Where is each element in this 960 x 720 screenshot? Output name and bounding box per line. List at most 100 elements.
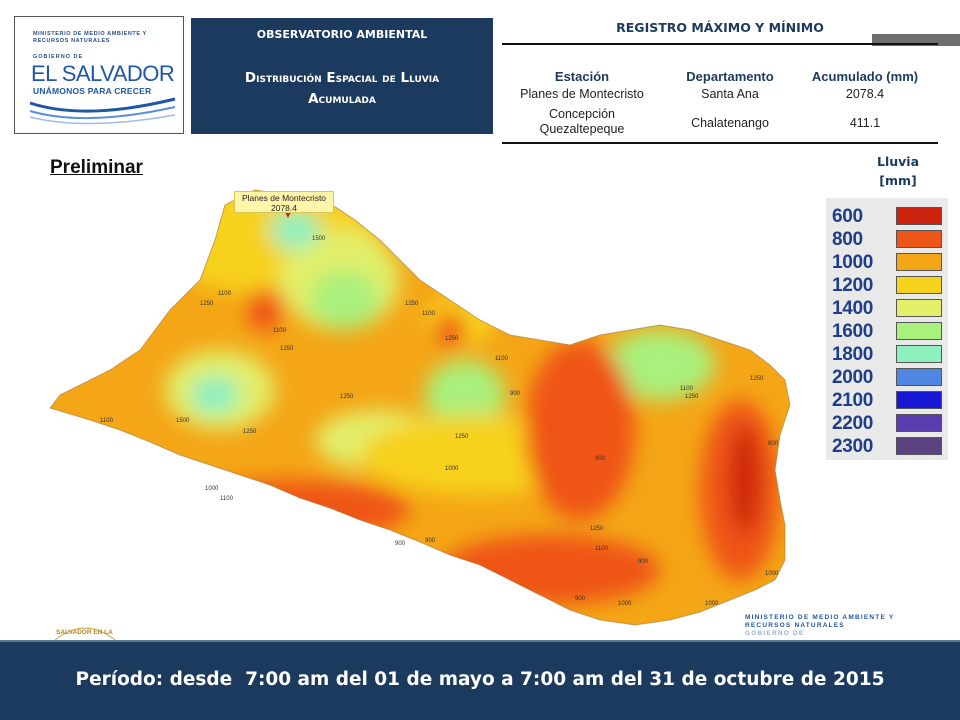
contour-label: 900 <box>510 391 521 397</box>
legend-item: 2300 <box>826 434 948 457</box>
title-panel: OBSERVATORIO AMBIENTAL Distribución Espa… <box>191 18 493 134</box>
legend-item: 1600 <box>826 319 948 342</box>
logo-country-text: EL SALVADOR <box>31 61 175 86</box>
legend-item-swatch <box>896 299 942 317</box>
contour-label: 900 <box>425 538 436 544</box>
logo-slogan-text: UNÁMONOS PARA CRECER <box>33 86 152 96</box>
contour-label: 900 <box>595 456 606 462</box>
contour-label: 800 <box>768 441 779 447</box>
legend-item: 2000 <box>826 365 948 388</box>
contour-label: 900 <box>575 596 586 602</box>
contour-label: 1100 <box>100 418 114 424</box>
observatory-label: OBSERVATORIO AMBIENTAL <box>256 28 428 41</box>
legend-item-swatch <box>896 322 942 340</box>
logo-ministry-text: MINISTERIO DE MEDIO AMBIENTE Y RECURSOS … <box>33 31 147 44</box>
contour-label: 1250 <box>590 526 604 532</box>
zone-1800-west <box>190 375 240 415</box>
legend-item: 1000 <box>826 250 948 273</box>
contour-label: 1000 <box>445 466 459 472</box>
contour-label: 1250 <box>200 301 214 307</box>
callout-station-name: Planes de Montecristo <box>241 193 327 203</box>
zone-600-east <box>730 425 760 535</box>
zone-1600-east <box>605 330 715 400</box>
contour-label: 1250 <box>455 434 469 440</box>
legend-item-label: 1600 <box>832 321 874 342</box>
legend-item: 2100 <box>826 388 948 411</box>
legend-item-swatch <box>896 207 942 225</box>
legend-item-swatch <box>896 276 942 294</box>
column-header-station: Estación <box>554 69 610 84</box>
legend-item-label: 2300 <box>832 436 874 457</box>
contour-label: 1250 <box>243 429 257 435</box>
legend-item: 1800 <box>826 342 948 365</box>
contour-label: 1100 <box>495 356 509 362</box>
legend-item-label: 1400 <box>832 298 874 319</box>
period-banner: Período: desde 7:00 am del 01 de mayo a … <box>0 640 960 720</box>
footer-gobierno-text: GOBIERNO DE <box>745 630 805 637</box>
table-rule-bottom <box>502 142 938 144</box>
contour-label: 1100 <box>422 311 436 317</box>
legend-item-label: 2100 <box>832 390 874 411</box>
rainfall-legend: 600 800 1000 1200 1400 1600 1800 2000 2100 2200 23… <box>826 198 948 460</box>
contour-label: 1250 <box>685 394 699 400</box>
contour-label: 1250 <box>445 336 459 342</box>
contour-label: 1000 <box>618 601 632 607</box>
contour-label: 1100 <box>680 386 694 392</box>
table-cell-department-min: Chalatenango <box>691 116 769 130</box>
zone-1600-north <box>310 270 380 330</box>
emblem-icon: SALVADOR EN LA <box>54 627 116 641</box>
logo-gobierno-text: GOBIERNO DE <box>33 54 84 60</box>
table-cell-value-max: 2078.4 <box>845 87 885 101</box>
legend-item-swatch <box>896 437 942 455</box>
emblem-text: SALVADOR EN LA <box>56 629 113 636</box>
zone-800-central-east <box>525 340 635 520</box>
footer-ministry-logo: MINISTERIO DE MEDIO AMBIENTE Y RECURSOS … <box>745 614 925 638</box>
contour-label: 1000 <box>705 601 719 607</box>
contour-label: 1100 <box>218 291 232 297</box>
legend-item-swatch <box>896 230 942 248</box>
contour-label: 900 <box>638 559 649 565</box>
legend-item: 1200 <box>826 273 948 296</box>
legend-item-swatch <box>896 368 942 386</box>
table-cell-station-min: Concepción Quezaltepeque <box>539 107 625 136</box>
zone-800-north-pocket <box>247 288 283 332</box>
contour-label: 1100 <box>595 546 609 552</box>
contour-label: 1250 <box>750 376 764 382</box>
callout-station-value: 2078.4 <box>271 203 297 213</box>
zone-1800-montecristo <box>270 210 320 250</box>
legend-item-label: 2200 <box>832 413 874 434</box>
column-header-accumulated: Acumulado (mm) <box>811 69 919 84</box>
preliminary-label: Preliminar <box>50 157 143 178</box>
contour-label: 1000 <box>205 486 219 492</box>
table-cell-department-max: Santa Ana <box>701 87 759 101</box>
zone-1600-center <box>425 360 505 430</box>
legend-item-label: 600 <box>832 206 863 227</box>
legend-title-line2: [mm] <box>879 173 917 188</box>
legend-title: Lluvia [mm] <box>868 152 928 190</box>
contour-label: 900 <box>395 541 406 547</box>
footer-ministry-text: MINISTERIO DE MEDIO AMBIENTE Y RECURSOS … <box>745 614 895 629</box>
record-table-title: REGISTRO MÁXIMO Y MÍNIMO <box>616 20 824 35</box>
legend-item-label: 800 <box>832 229 863 250</box>
page-title: Distribución Espacial de Lluvia Acumulad… <box>244 70 440 107</box>
legend-item-swatch <box>896 391 942 409</box>
legend-item-label: 1000 <box>832 252 874 273</box>
contour-label: 1100 <box>273 328 287 334</box>
contour-label: 1250 <box>280 346 294 352</box>
legend-item-label: 2000 <box>832 367 874 388</box>
contour-label: 1250 <box>405 301 419 307</box>
contour-label: 1500 <box>312 236 326 242</box>
legend-item-swatch <box>896 414 942 432</box>
contour-label: 1100 <box>220 496 234 502</box>
government-logo: MINISTERIO DE MEDIO AMBIENTE Y RECURSOS … <box>14 16 184 134</box>
legend-item-swatch <box>896 345 942 363</box>
legend-item-label: 1800 <box>832 344 874 365</box>
zone-800-chalatenango-pocket <box>435 312 465 348</box>
legend-item: 1400 <box>826 296 948 319</box>
period-text: Período: desde 7:00 am del 01 de mayo a … <box>75 669 885 690</box>
contour-labels: 1500 1250 1100 1250 1100 1250 1100 1500 … <box>100 236 779 607</box>
column-header-department: Departamento <box>686 69 774 84</box>
contour-label: 1250 <box>340 394 354 400</box>
table-cell-value-min: 411.1 <box>849 116 881 130</box>
contour-label: 1000 <box>765 571 779 577</box>
